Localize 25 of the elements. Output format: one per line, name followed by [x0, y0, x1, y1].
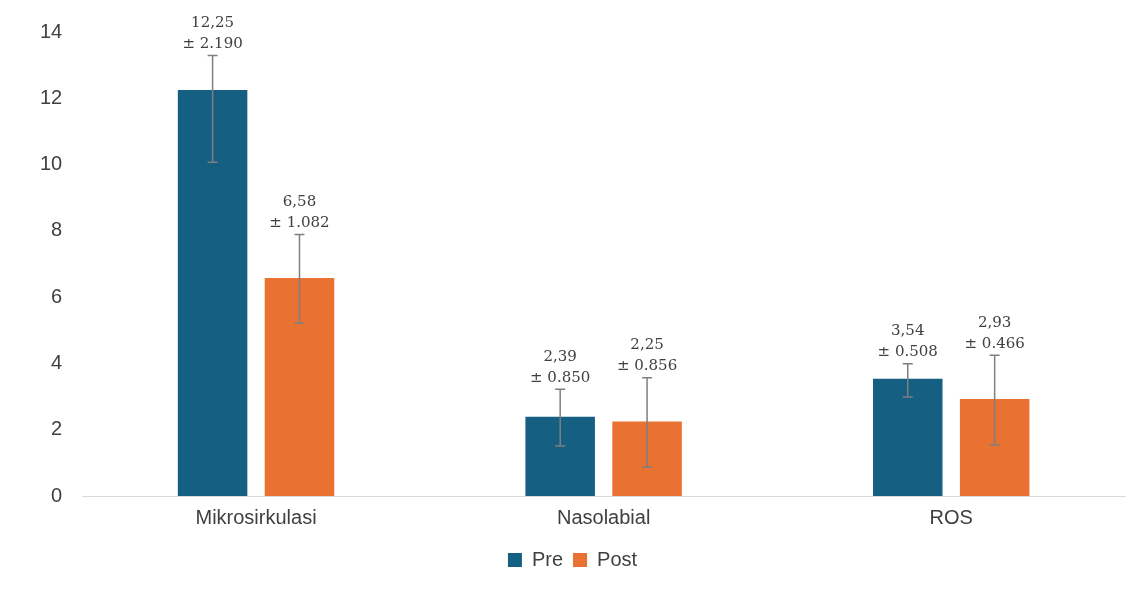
bar [873, 378, 943, 496]
y-tick-label: 0 [51, 483, 63, 506]
x-tick-label: Nasolabial [556, 505, 651, 528]
data-label: 2,25 ± 0.856 [616, 335, 678, 375]
bar [264, 277, 335, 496]
y-tick-label: 2 [51, 417, 63, 440]
bar [177, 90, 248, 496]
y-tick-label: 10 [40, 152, 63, 175]
legend-label: Post [597, 547, 638, 570]
y-tick-label: 6 [51, 284, 63, 307]
data-label: 3,54 ± 0.508 [877, 321, 938, 361]
y-tick-label: 8 [51, 218, 63, 241]
bar [959, 398, 1030, 496]
data-label: 6,58 ± 1.082 [269, 191, 330, 231]
legend-label: Pre [531, 547, 564, 570]
x-tick-label: ROS [929, 505, 973, 528]
bar [525, 416, 595, 496]
data-label: 2,39 ± 0.850 [530, 346, 591, 386]
data-label: 2,93 ± 0.466 [964, 312, 1025, 352]
y-tick-label: 14 [40, 19, 63, 42]
x-tick-label: Mikrosirkulasi [195, 505, 317, 528]
bar [612, 421, 682, 496]
data-label: 12,25 ± 2.190 [182, 12, 243, 52]
y-tick-label: 4 [51, 350, 63, 373]
y-tick-label: 12 [40, 85, 63, 108]
